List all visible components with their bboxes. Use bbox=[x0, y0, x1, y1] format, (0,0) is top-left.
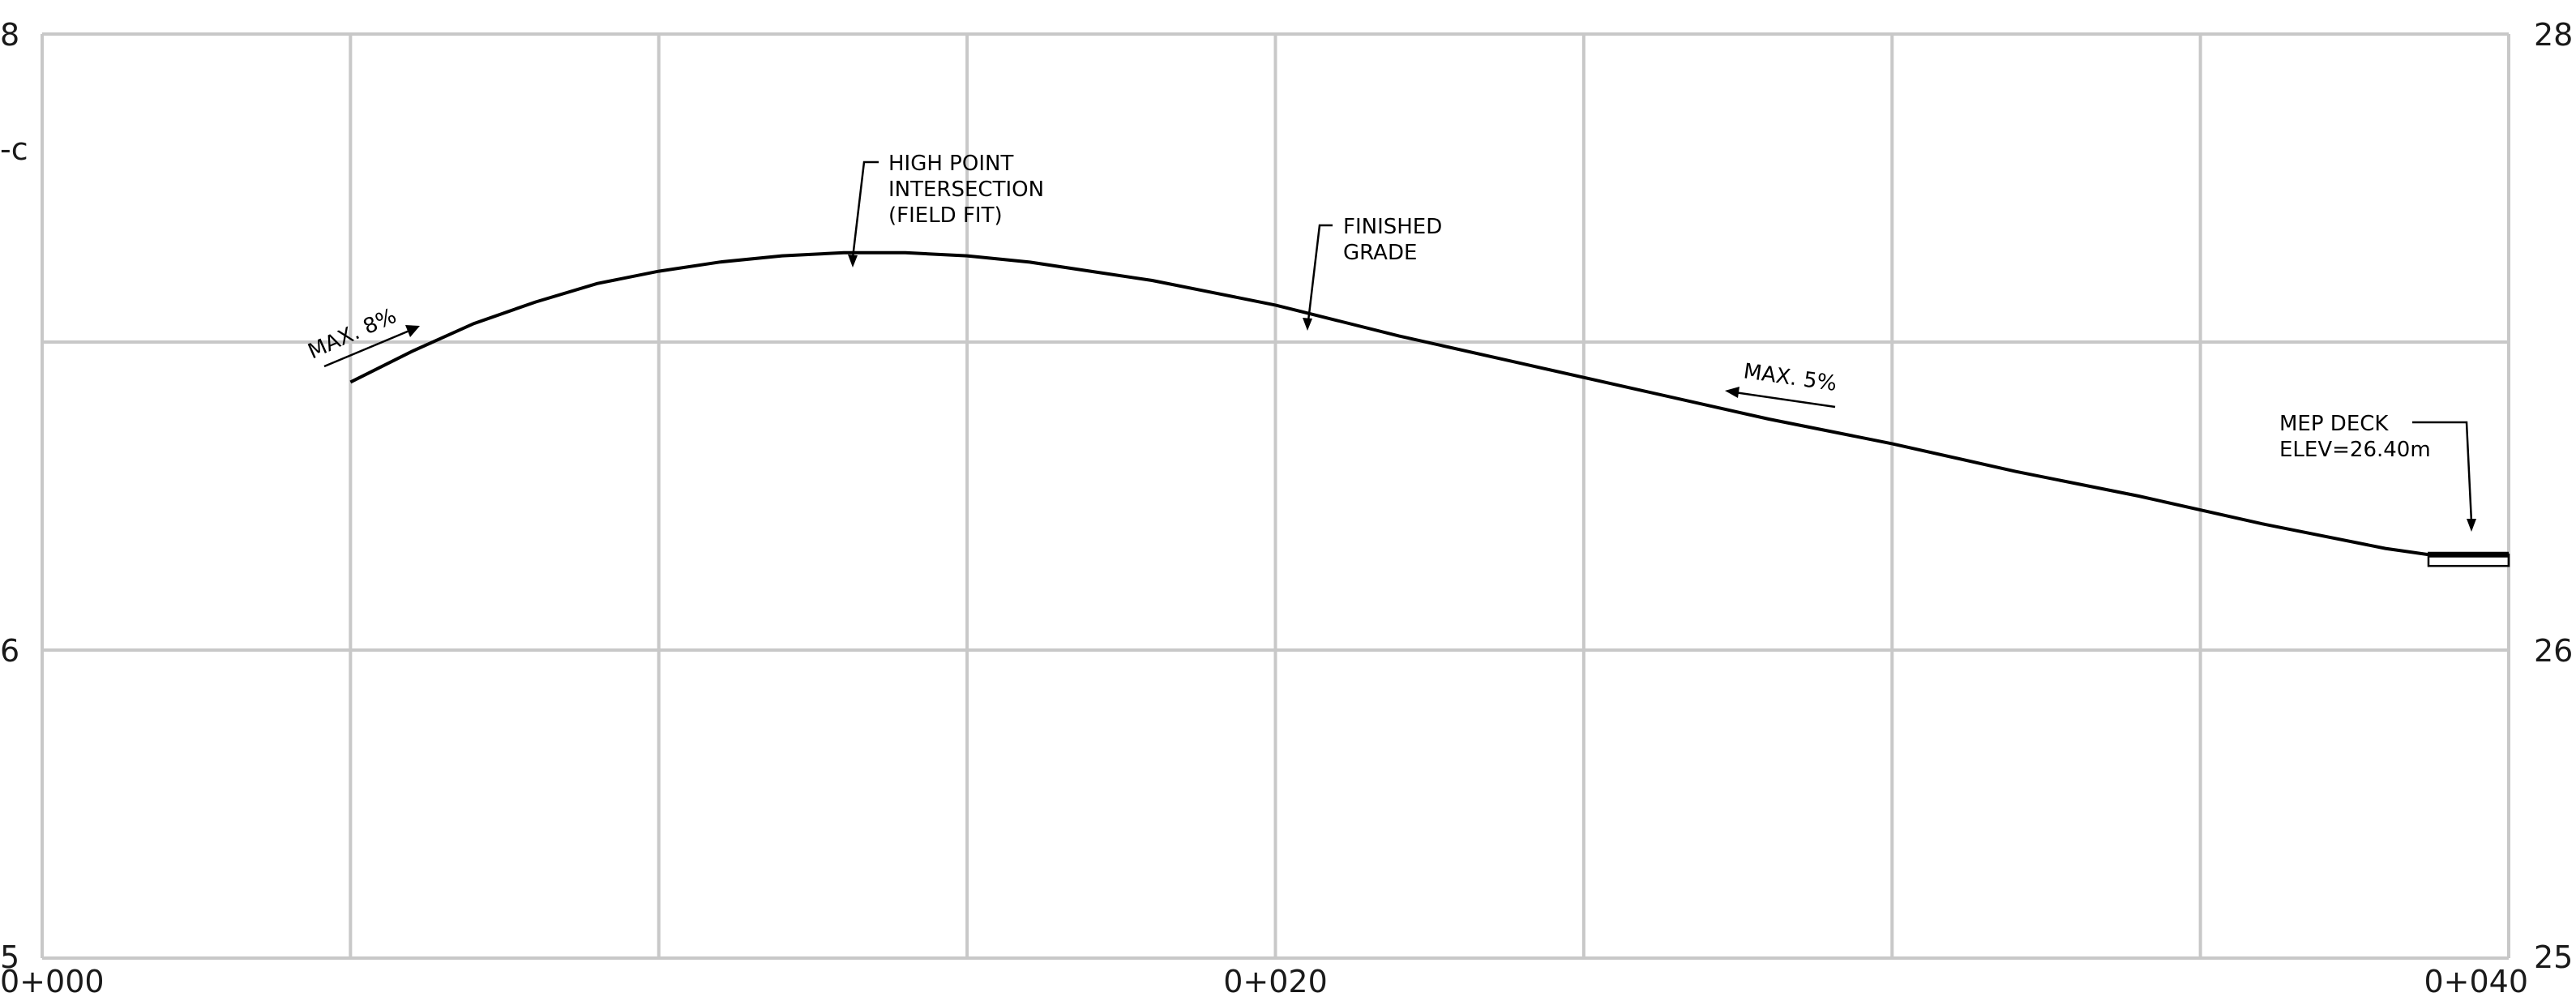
finished-grade-line bbox=[349, 250, 2509, 557]
y-tick-label-left: 6 bbox=[0, 633, 19, 669]
high-point-note: HIGH POINT INTERSECTION (FIELD FIT) bbox=[848, 152, 1044, 267]
axis-ticks: 0+000 0+020 0+040 8 6 5 28 26 25 bbox=[0, 17, 2573, 997]
deck-slab bbox=[2427, 553, 2510, 567]
slope-arrow-max-8 bbox=[323, 329, 410, 368]
finished-grade-note: FINISHED GRADE bbox=[1303, 215, 1442, 331]
mep-deck-arrowhead bbox=[2467, 519, 2476, 532]
slope-arrow-max-5 bbox=[1734, 391, 1836, 409]
slope-label-max-5-text: MAX. 5% bbox=[1742, 359, 1838, 396]
finished-grade-note-line-1: FINISHED bbox=[1343, 215, 1442, 239]
y-tick-label-right: 26 bbox=[2534, 633, 2573, 669]
high-point-arrowhead bbox=[848, 255, 858, 267]
mep-deck-note: MEP DECK ELEV=26.40m bbox=[2279, 412, 2476, 532]
finished-grade-leader bbox=[1307, 224, 1333, 322]
high-point-leader bbox=[851, 160, 879, 259]
high-point-note-line-3: (FIELD FIT) bbox=[888, 203, 1003, 228]
finished-grade-note-line-2: GRADE bbox=[1343, 241, 1417, 265]
finished-grade-arrowhead bbox=[1303, 318, 1312, 331]
grid bbox=[41, 32, 2510, 960]
mep-deck-note-line-1: MEP DECK bbox=[2279, 412, 2389, 436]
y-tick-label-left: 5 bbox=[0, 939, 19, 975]
x-tick-label: 0+040 bbox=[2424, 964, 2528, 997]
y-tick-label-right: 25 bbox=[2534, 939, 2573, 975]
slope-arrowhead-max-8 bbox=[405, 325, 420, 337]
left-edge-fragment: -c bbox=[0, 131, 28, 167]
y-tick-label-right: 28 bbox=[2534, 17, 2573, 53]
slope-arrowhead-max-5 bbox=[1725, 387, 1739, 398]
mep-deck-structure bbox=[2427, 551, 2510, 567]
x-tick-label: 0+000 bbox=[0, 964, 105, 997]
slope-label-max-5: MAX. 5% bbox=[1725, 359, 1838, 409]
x-tick-label: 0+020 bbox=[1223, 964, 1328, 997]
mep-deck-note-line-2: ELEV=26.40m bbox=[2279, 438, 2431, 462]
mep-deck-leader bbox=[2412, 421, 2473, 523]
high-point-note-line-1: HIGH POINT bbox=[888, 152, 1013, 176]
y-tick-label-left: 8 bbox=[0, 17, 19, 53]
high-point-note-line-2: INTERSECTION bbox=[888, 178, 1044, 202]
